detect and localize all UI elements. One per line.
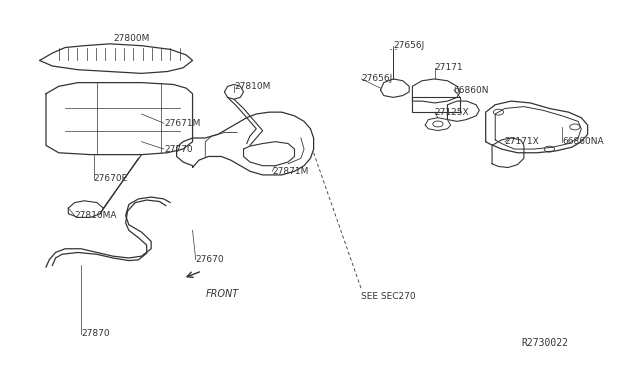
Text: 27870: 27870 (81, 329, 109, 338)
Text: FRONT: FRONT (205, 289, 239, 299)
Text: 27770: 27770 (164, 145, 193, 154)
Text: 27656J: 27656J (394, 41, 424, 50)
Text: 27656J: 27656J (362, 74, 393, 83)
Bar (412, 97, 460, 112)
Text: 27800M: 27800M (113, 34, 149, 43)
Text: 66860N: 66860N (454, 86, 490, 94)
Text: 27810MA: 27810MA (75, 211, 117, 220)
Text: 27171X: 27171X (505, 137, 540, 146)
Text: 27670E: 27670E (94, 174, 128, 183)
Text: 27670: 27670 (196, 255, 225, 264)
Text: 27171: 27171 (435, 63, 463, 72)
Text: 66860NA: 66860NA (562, 137, 604, 146)
Text: 27871M: 27871M (272, 167, 308, 176)
Text: 27125X: 27125X (435, 108, 469, 117)
Text: 27810M: 27810M (234, 82, 270, 91)
Text: 27671M: 27671M (164, 119, 200, 128)
Text: SEE SEC270: SEE SEC270 (362, 292, 416, 301)
Text: R2730022: R2730022 (522, 339, 568, 349)
